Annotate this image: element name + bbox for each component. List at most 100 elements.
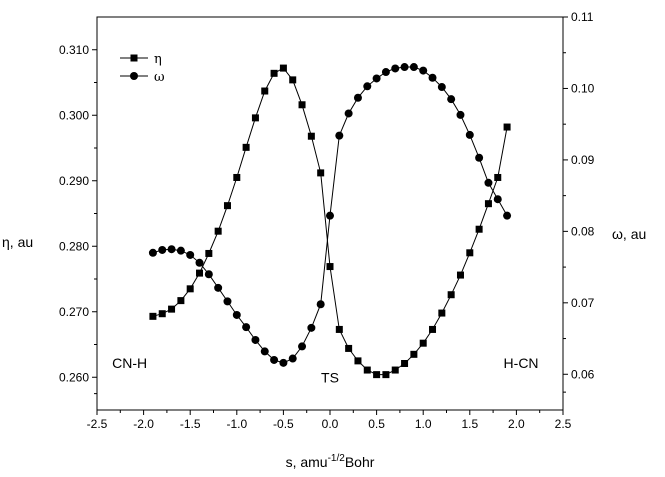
omega-data-point [196, 259, 204, 267]
eta-data-point [429, 326, 436, 333]
eta-data-point [280, 65, 287, 72]
right-y-tick-label: 0.07 [571, 296, 595, 310]
omega-data-point [475, 154, 483, 162]
omega-data-point [363, 82, 371, 90]
omega-data-point [382, 68, 390, 76]
omega-data-point [158, 246, 166, 254]
legend-marker-omega [130, 72, 138, 80]
right-y-tick-label: 0.09 [571, 153, 595, 167]
eta-data-point [457, 272, 464, 279]
eta-data-point [215, 228, 222, 235]
x-tick-label: 2.0 [508, 417, 525, 431]
x-tick-label: 0.5 [368, 417, 385, 431]
omega-data-point [438, 83, 446, 91]
omega-data-point [168, 245, 176, 253]
eta-data-point [354, 357, 361, 364]
eta-data-point [373, 371, 380, 378]
eta-data-point [345, 345, 352, 352]
right-y-tick-label: 0.11 [571, 10, 594, 24]
omega-data-point [270, 356, 278, 364]
eta-data-point [224, 202, 231, 209]
annotation-label: CN-H [112, 355, 147, 371]
eta-data-point [401, 360, 408, 367]
annotation-label: H-CN [504, 355, 539, 371]
omega-data-point [233, 311, 241, 319]
omega-data-point [223, 297, 231, 305]
omega-data-point [410, 63, 418, 71]
left-y-tick-label: 0.290 [59, 174, 89, 188]
eta-data-point [382, 371, 389, 378]
omega-data-point [354, 94, 362, 102]
eta-data-point [149, 313, 156, 320]
omega-data-point [177, 247, 185, 255]
x-tick-label: 1.0 [415, 417, 432, 431]
eta-data-point [168, 306, 175, 313]
eta-data-point [187, 285, 194, 292]
eta-data-point [485, 200, 492, 207]
omega-data-point [289, 355, 297, 363]
omega-data-point [298, 342, 306, 350]
omega-data-point [205, 270, 213, 278]
eta-data-point [438, 310, 445, 317]
omega-data-point [484, 179, 492, 187]
left-y-tick-label: 0.270 [59, 305, 89, 319]
left-y-tick-label: 0.310 [59, 43, 89, 57]
eta-data-point [159, 310, 166, 317]
eta-data-point [476, 226, 483, 233]
eta-data-point [271, 70, 278, 77]
omega-data-point [429, 74, 437, 82]
legend-marker-eta [131, 55, 138, 62]
left-y-tick-label: 0.280 [59, 239, 89, 253]
legend: η ω [120, 52, 165, 85]
eta-data-point [205, 250, 212, 257]
x-tick-label: 2.5 [555, 417, 572, 431]
x-tick-label: -1.5 [180, 417, 201, 431]
omega-data-point [317, 300, 325, 308]
annotation-label: TS [321, 369, 339, 385]
x-tick-label: 0.0 [322, 417, 339, 431]
omega-data-point [391, 64, 399, 72]
x-tick-label: 1.5 [461, 417, 478, 431]
left-y-axis-ticks: 0.260 0.270 0.280 0.290 0.300 0.310 [59, 43, 97, 394]
eta-series-line [153, 68, 507, 375]
omega-data-point [251, 336, 259, 344]
eta-data-point [410, 351, 417, 358]
left-y-tick-label: 0.260 [59, 370, 89, 384]
omega-data-point [149, 249, 157, 257]
omega-data-point [186, 251, 194, 259]
omega-data-point [456, 111, 464, 119]
eta-data-point [261, 88, 268, 95]
omega-data-point [466, 131, 474, 139]
omega-data-point [419, 67, 427, 75]
omega-data-point [447, 95, 455, 103]
left-y-tick-label: 0.300 [59, 108, 89, 122]
omega-data-point [214, 284, 222, 292]
series-lines [153, 67, 507, 375]
eta-data-point [392, 367, 399, 374]
omega-data-point [345, 109, 353, 117]
x-tick-label: -1.0 [226, 417, 247, 431]
omega-data-point [335, 132, 343, 140]
eta-data-point [317, 169, 324, 176]
eta-data-point [196, 270, 203, 277]
eta-data-point [289, 76, 296, 83]
right-y-tick-label: 0.08 [571, 224, 595, 238]
omega-data-point [326, 212, 334, 220]
eta-data-point [466, 249, 473, 256]
eta-data-point [177, 297, 184, 304]
legend-label-omega: ω [154, 70, 165, 85]
x-tick-label: -2.0 [133, 417, 154, 431]
right-y-tick-label: 0.06 [571, 367, 595, 381]
omega-data-point [242, 323, 250, 331]
right-y-axis-ticks: 0.060.070.080.090.100.11 [563, 10, 595, 392]
omega-data-point [307, 324, 315, 332]
x-axis-title-suffix: Bohr [345, 454, 375, 470]
eta-data-point [243, 144, 250, 151]
right-y-axis-title: ω, au [612, 226, 646, 242]
eta-data-point [494, 174, 501, 181]
eta-data-point [420, 340, 427, 347]
omega-data-point [279, 359, 287, 367]
x-axis-title-sup: -1/2 [328, 453, 346, 464]
eta-data-point [327, 263, 334, 270]
